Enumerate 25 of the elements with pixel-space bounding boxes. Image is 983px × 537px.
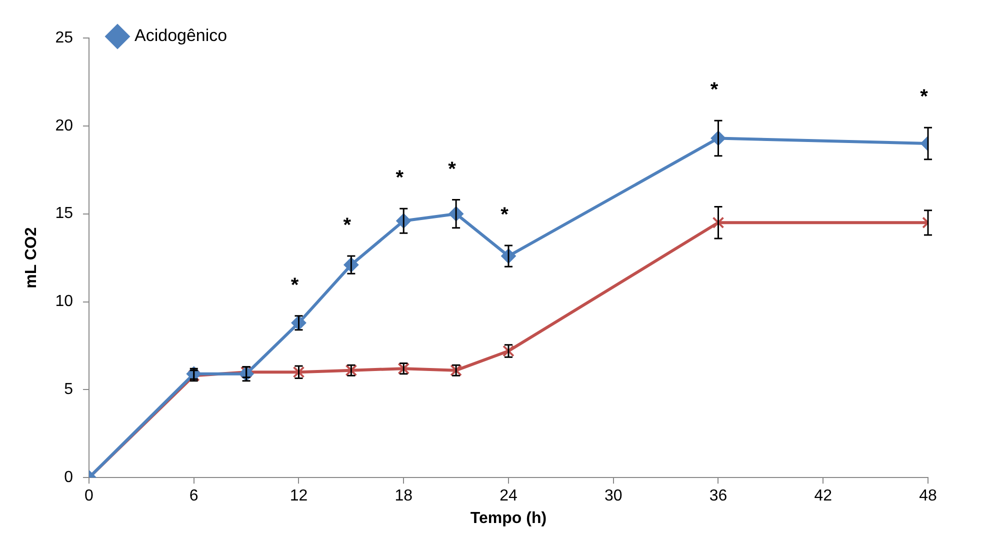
y-tick-label: 15 xyxy=(55,205,74,222)
y-tick-label: 5 xyxy=(64,381,74,398)
y-axis-title: mL CO2 xyxy=(23,227,40,288)
annotation: * xyxy=(920,86,928,108)
y-tick-label: 0 xyxy=(64,469,74,486)
x-tick-label: 48 xyxy=(919,488,937,505)
annotation: * xyxy=(396,167,404,190)
x-tick-label: 36 xyxy=(709,488,728,505)
annotation: * xyxy=(290,274,299,296)
x-tick-label: 12 xyxy=(290,488,308,505)
annotation: * xyxy=(710,79,718,102)
x-tick-label: 24 xyxy=(500,488,518,505)
annotation: * xyxy=(448,158,456,180)
x-tick-label: 18 xyxy=(394,488,413,505)
annotation: * xyxy=(343,214,352,237)
x-tick-label: 30 xyxy=(604,488,622,505)
x-tick-label: 42 xyxy=(814,488,832,505)
y-tick-label: 10 xyxy=(55,293,74,310)
x-axis-title: Tempo (h) xyxy=(470,510,547,527)
annotation: * xyxy=(500,204,509,226)
y-tick-label: 25 xyxy=(55,29,74,46)
legend-label: Acidogênico xyxy=(134,26,228,46)
y-tick-label: 20 xyxy=(55,117,74,134)
x-tick-label: 0 xyxy=(84,488,94,505)
x-tick-label: 6 xyxy=(189,488,198,505)
